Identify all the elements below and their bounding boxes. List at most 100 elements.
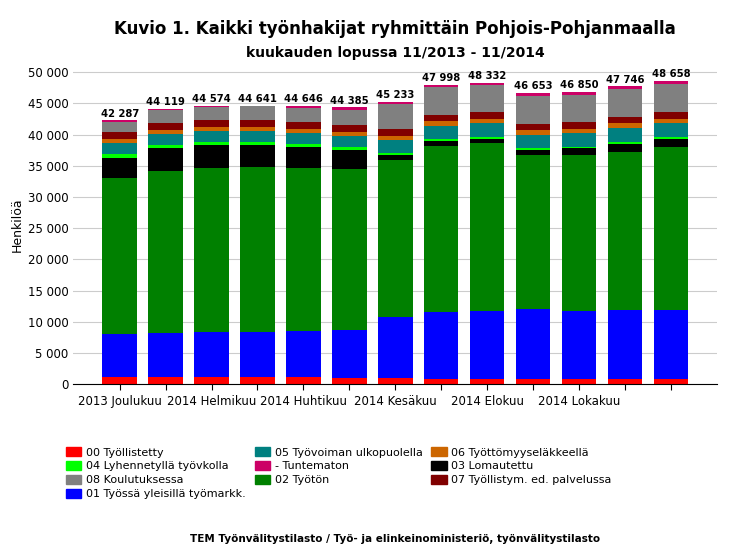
- Bar: [332, 132, 367, 136]
- Bar: [424, 115, 458, 121]
- Text: 47 998: 47 998: [422, 73, 460, 83]
- Bar: [240, 127, 274, 131]
- Bar: [608, 124, 642, 128]
- Bar: [286, 122, 321, 129]
- Text: 47 746: 47 746: [605, 75, 644, 85]
- Bar: [561, 379, 597, 384]
- Bar: [470, 112, 504, 119]
- Bar: [378, 102, 413, 104]
- Bar: [378, 136, 413, 141]
- Bar: [194, 127, 229, 131]
- Bar: [102, 334, 137, 377]
- Bar: [516, 150, 550, 155]
- Bar: [149, 134, 183, 145]
- Bar: [286, 105, 321, 108]
- Bar: [470, 379, 504, 384]
- Bar: [516, 96, 550, 124]
- Bar: [240, 131, 274, 142]
- Bar: [516, 148, 550, 150]
- Text: Kuvio 1. Kaikki työnhakijat ryhmittäin Pohjois-Pohjanmaalla: Kuvio 1. Kaikki työnhakijat ryhmittäin P…: [114, 20, 676, 38]
- Bar: [102, 122, 137, 132]
- Bar: [561, 133, 597, 147]
- Bar: [561, 129, 597, 133]
- Bar: [378, 141, 413, 153]
- Text: 44 641: 44 641: [238, 94, 277, 104]
- Bar: [240, 120, 274, 127]
- Bar: [240, 377, 274, 384]
- Text: 44 646: 44 646: [284, 94, 323, 104]
- Bar: [286, 133, 321, 144]
- Bar: [654, 139, 688, 147]
- Bar: [149, 333, 183, 377]
- Bar: [470, 119, 504, 124]
- Bar: [654, 123, 688, 137]
- Bar: [516, 135, 550, 148]
- Bar: [516, 309, 550, 379]
- Bar: [424, 145, 458, 311]
- Bar: [149, 123, 183, 130]
- Bar: [516, 93, 550, 96]
- Bar: [194, 106, 229, 107]
- Bar: [149, 109, 183, 110]
- Bar: [470, 311, 504, 379]
- Bar: [654, 379, 688, 384]
- Bar: [332, 107, 367, 110]
- Bar: [424, 121, 458, 126]
- Bar: [561, 148, 597, 155]
- Bar: [378, 378, 413, 384]
- Bar: [470, 124, 504, 137]
- Bar: [608, 86, 642, 89]
- Bar: [332, 378, 367, 384]
- Bar: [149, 145, 183, 148]
- Bar: [286, 167, 321, 331]
- Bar: [561, 147, 597, 148]
- Bar: [378, 155, 413, 160]
- Bar: [240, 107, 274, 120]
- Bar: [102, 178, 137, 334]
- Bar: [240, 105, 274, 107]
- Bar: [102, 132, 137, 139]
- Bar: [102, 377, 137, 384]
- Text: TEM Työnvälitystilasto / Työ- ja elinkeinoministeriö, työnvälitystilasto: TEM Työnvälitystilasto / Työ- ja elinkei…: [190, 534, 600, 544]
- Bar: [608, 152, 642, 310]
- Text: 44 119: 44 119: [146, 97, 185, 107]
- Bar: [608, 116, 642, 124]
- Bar: [608, 128, 642, 142]
- Bar: [654, 83, 688, 112]
- Bar: [240, 145, 274, 167]
- Text: 46 653: 46 653: [514, 81, 553, 92]
- Bar: [424, 85, 458, 87]
- Bar: [102, 120, 137, 122]
- Bar: [654, 119, 688, 123]
- Bar: [424, 141, 458, 145]
- Bar: [332, 330, 367, 378]
- Text: 48 332: 48 332: [468, 71, 507, 81]
- Bar: [378, 160, 413, 317]
- Bar: [240, 142, 274, 145]
- Bar: [286, 144, 321, 147]
- Bar: [424, 379, 458, 384]
- Bar: [378, 129, 413, 136]
- Bar: [149, 110, 183, 123]
- Text: 42 287: 42 287: [100, 109, 139, 119]
- Bar: [240, 332, 274, 377]
- Bar: [286, 129, 321, 133]
- Bar: [378, 317, 413, 378]
- Bar: [424, 139, 458, 141]
- Text: 48 658: 48 658: [651, 69, 690, 79]
- Bar: [654, 310, 688, 379]
- Bar: [194, 107, 229, 120]
- Bar: [654, 81, 688, 83]
- Legend: 00 Työllistetty, 04 Lyhennetyllä työvkolla, 08 Koulutuksessa, 01 Työssä yleisill: 00 Työllistetty, 04 Lyhennetyllä työvkol…: [66, 447, 612, 499]
- Bar: [561, 311, 597, 379]
- Bar: [102, 154, 137, 158]
- Bar: [286, 147, 321, 167]
- Bar: [561, 95, 597, 122]
- Bar: [516, 379, 550, 384]
- Bar: [470, 138, 504, 143]
- Bar: [608, 379, 642, 384]
- Bar: [378, 104, 413, 129]
- Bar: [194, 169, 229, 333]
- Bar: [608, 89, 642, 116]
- Bar: [516, 155, 550, 309]
